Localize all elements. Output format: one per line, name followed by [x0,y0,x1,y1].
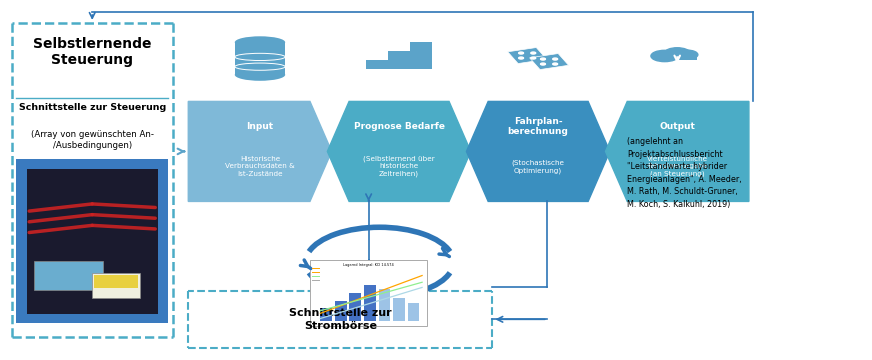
Ellipse shape [235,36,285,48]
Polygon shape [467,102,610,202]
Text: Schnittstelle zur Steuerung: Schnittstelle zur Steuerung [19,103,166,112]
Ellipse shape [235,69,285,81]
Text: Viertelstündliche
Fahrplanvorgabe
(an Steuerung): Viertelstündliche Fahrplanvorgabe (an St… [647,156,708,177]
Text: Prognose Bedarfe: Prognose Bedarfe [353,122,445,131]
Circle shape [651,50,678,62]
Polygon shape [605,102,749,202]
Bar [33,261,103,290]
FancyBboxPatch shape [529,54,569,69]
Text: Fahrplan-
berechnung: Fahrplan- berechnung [508,117,569,136]
Circle shape [541,58,545,60]
Bar [17,158,168,323]
Bar [410,42,432,51]
Text: Schnittstelle zur
Strombörse: Schnittstelle zur Strombörse [290,308,392,330]
Bar [158,158,168,323]
Text: Historische
Verbrauchsdaten &
Ist-Zustände: Historische Verbrauchsdaten & Ist-Zustän… [225,156,295,177]
Bar [17,158,27,323]
Circle shape [675,50,698,59]
Polygon shape [188,102,331,202]
Bar [393,298,405,321]
Circle shape [553,58,557,60]
Circle shape [553,63,557,65]
Text: (angelehnt an
Projektabschlussbericht
"Leitstandwarte hybrider
Energieanlagen", : (angelehnt an Projektabschlussbericht "L… [627,137,742,209]
Text: Selbstlernende
Steuerung: Selbstlernende Steuerung [33,37,152,67]
Bar [17,158,168,169]
Bar [407,303,419,321]
Circle shape [519,52,523,54]
Bar [235,42,285,75]
Text: (Stochastische
Optimierung): (Stochastische Optimierung) [512,159,565,174]
Circle shape [531,52,535,54]
Bar [366,60,432,69]
Circle shape [519,57,523,59]
Circle shape [541,63,545,65]
Text: Output: Output [659,122,695,131]
Bar [388,51,432,60]
Bar [310,260,427,327]
Circle shape [531,57,535,59]
Text: (Array von gewünschten An-
/Ausbedingungen): (Array von gewünschten An- /Ausbedingung… [31,130,153,150]
Text: (Selbstlernend über
historische
Zeitreihen): (Selbstlernend über historische Zeitreih… [363,156,435,177]
Circle shape [664,48,690,58]
Bar [364,285,376,321]
Bar [378,289,390,321]
Polygon shape [327,102,471,202]
Bar [657,55,698,60]
FancyBboxPatch shape [508,48,547,64]
Bar [320,308,332,321]
Bar [92,273,140,298]
Text: Lagernd Integral: KCI 14.574: Lagernd Integral: KCI 14.574 [344,263,394,267]
Bar [17,314,168,323]
Bar [94,275,139,288]
Bar [350,293,361,321]
Bar [335,301,346,321]
Text: Input: Input [247,122,274,131]
